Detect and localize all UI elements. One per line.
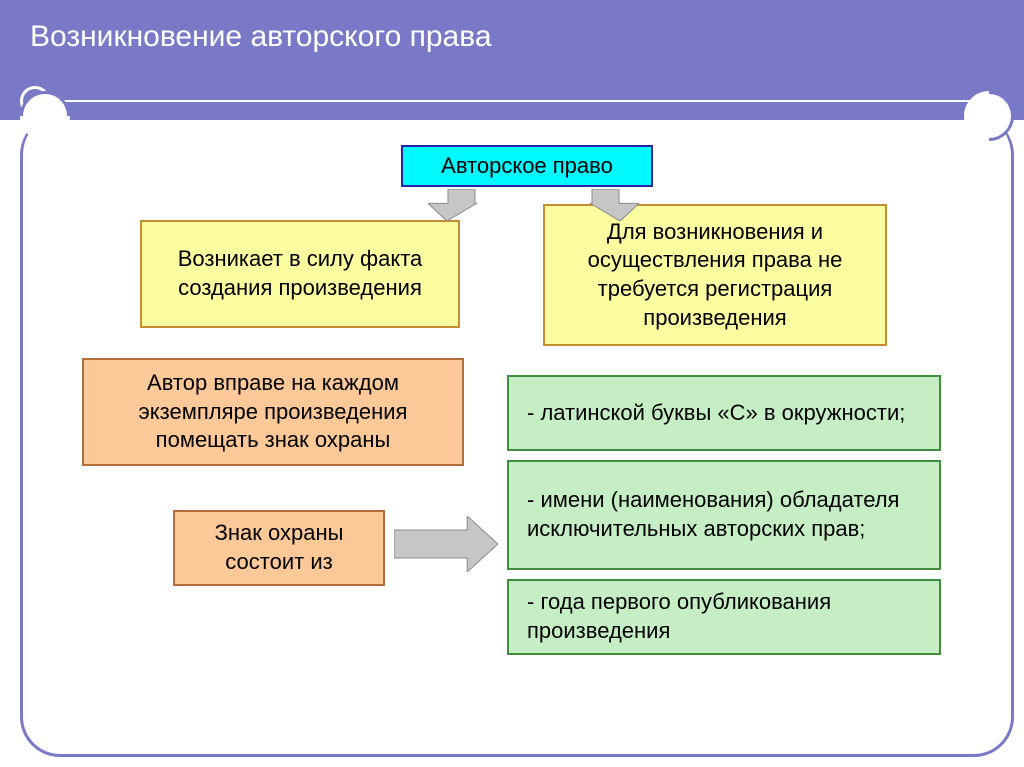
header-rule — [50, 100, 1004, 102]
box-right1-text: Для возникновения и осуществления права … — [559, 218, 871, 332]
arrow-down-right — [585, 189, 639, 221]
box-green3-text: - года первого опубликования произведени… — [527, 588, 921, 645]
box-green1: - латинской буквы «С» в окружности; — [507, 375, 941, 451]
box-orange2: Знак охраны состоит из — [173, 510, 385, 586]
box-orange2-text: Знак охраны состоит из — [189, 519, 369, 576]
arrow-right — [394, 516, 498, 572]
box-green1-text: - латинской буквы «С» в окружности; — [527, 399, 905, 428]
box-top-text: Авторское право — [441, 152, 613, 181]
box-right1: Для возникновения и осуществления права … — [543, 204, 887, 346]
box-left1: Возникает в силу факта создания произвед… — [140, 220, 460, 328]
box-orange1: Автор вправе на каждом экземпляре произв… — [82, 358, 464, 466]
slide-title: Возникновение авторского права — [30, 20, 994, 54]
slide-header: Возникновение авторского права — [0, 0, 1024, 120]
box-orange1-text: Автор вправе на каждом экземпляре произв… — [98, 369, 448, 455]
box-green3: - года первого опубликования произведени… — [507, 579, 941, 655]
box-top: Авторское право — [401, 145, 653, 187]
arrow-down-left — [428, 189, 482, 221]
box-left1-text: Возникает в силу факта создания произвед… — [156, 245, 444, 302]
box-green2-text: - имени (наименования) обладателя исключ… — [527, 486, 921, 543]
box-green2: - имени (наименования) обладателя исключ… — [507, 460, 941, 570]
